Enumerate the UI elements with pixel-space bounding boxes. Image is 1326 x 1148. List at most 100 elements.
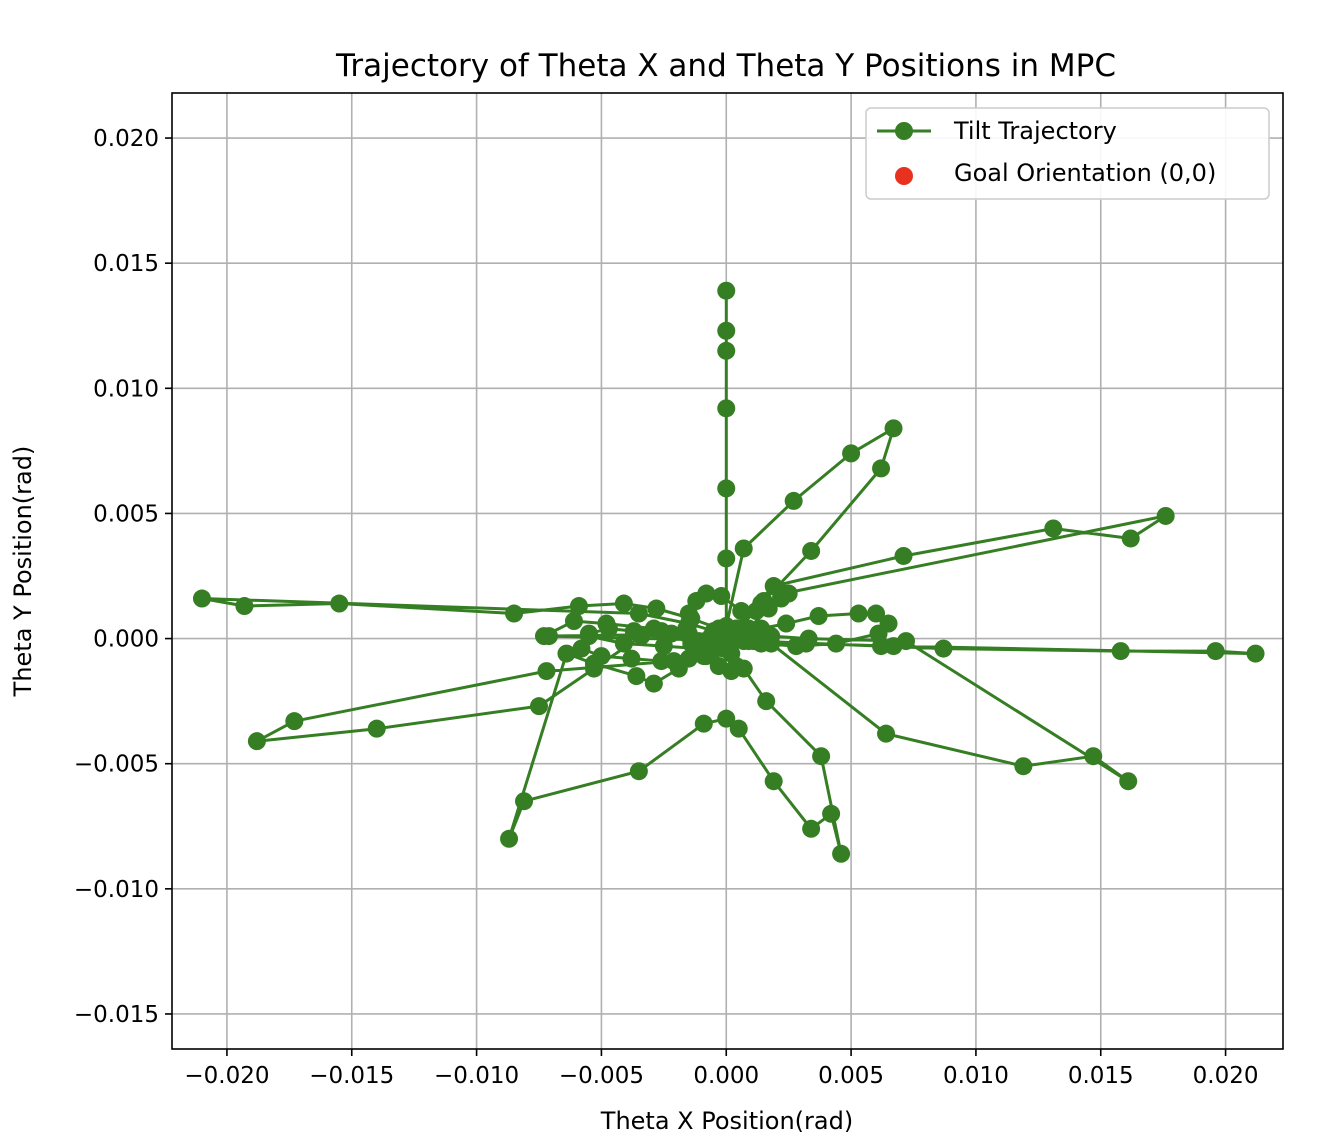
trajectory-point: [629, 762, 648, 781]
legend-box: [865, 107, 1270, 200]
x-tick-label: 0.015: [1068, 1063, 1134, 1089]
trajectory-point: [849, 604, 868, 623]
trajectory-point: [869, 624, 888, 643]
trajectory-point: [752, 634, 771, 653]
trajectory-point: [629, 604, 648, 623]
trajectory-point: [694, 714, 713, 733]
y-tick-label: −0.010: [74, 877, 159, 903]
trajectory-point: [764, 772, 783, 791]
trajectory-point: [530, 697, 549, 716]
x-tick-label: 0.020: [1193, 1063, 1259, 1089]
x-tick-label: −0.010: [434, 1063, 519, 1089]
x-tick-label: 0.000: [693, 1063, 759, 1089]
trajectory-point: [752, 594, 771, 613]
x-axis-label: Theta X Position(rad): [600, 1107, 853, 1135]
trajectory-point: [644, 674, 663, 693]
trajectory-point: [1044, 519, 1063, 538]
trajectory-layer: [192, 281, 1265, 863]
x-tick-label: −0.005: [559, 1063, 644, 1089]
y-tick-label: 0.020: [93, 126, 159, 152]
x-axis-ticks: −0.020 −0.015 −0.010 −0.005 0.000 0.005 0.010 0…: [184, 1049, 1259, 1089]
trajectory-point: [682, 634, 701, 653]
trajectory-point: [732, 602, 751, 621]
y-tick-label: 0.015: [93, 251, 159, 277]
trajectory-point: [592, 647, 611, 666]
y-tick-label: −0.015: [74, 1002, 159, 1028]
trajectory-point: [842, 444, 861, 463]
trajectory-point: [557, 644, 576, 663]
trajectory-point: [712, 587, 731, 606]
trajectory-point: [624, 622, 643, 641]
trajectory-point: [884, 419, 903, 438]
trajectory-point: [1084, 747, 1103, 766]
trajectory-point: [500, 829, 519, 848]
trajectory-point: [694, 647, 713, 666]
chart-title: Trajectory of Theta X and Theta Y Positi…: [335, 48, 1116, 84]
trajectory-point: [729, 719, 748, 738]
trajectory-point: [1121, 529, 1140, 548]
trajectory-point: [679, 604, 698, 623]
trajectory-point: [822, 804, 841, 823]
trajectory-point: [247, 732, 266, 751]
trajectory-point: [572, 639, 591, 658]
trajectory-point: [717, 479, 736, 498]
trajectory-point: [599, 619, 618, 638]
trajectory-point: [717, 281, 736, 300]
trajectory-point: [652, 622, 671, 641]
trajectory-point: [802, 819, 821, 838]
trajectory-point: [777, 614, 796, 633]
trajectory-point: [192, 589, 211, 608]
trajectory-point: [877, 724, 896, 743]
trajectory-point: [569, 597, 588, 616]
y-tick-label: 0.000: [93, 627, 159, 653]
trajectory-point: [702, 627, 721, 646]
trajectory-point: [285, 712, 304, 731]
trajectory-point: [809, 607, 828, 626]
trajectory-point: [752, 619, 771, 638]
y-axis-label: Theta Y Position(rad): [9, 446, 37, 698]
trajectory-point: [832, 844, 851, 863]
trajectory-point: [664, 652, 683, 671]
trajectory-point: [717, 634, 736, 653]
trajectory-point: [1156, 506, 1175, 525]
trajectory-point: [894, 546, 913, 565]
trajectory-point: [827, 634, 846, 653]
plot-frame: [171, 92, 1284, 1050]
trajectory-point: [622, 649, 641, 668]
trajectory-point: [679, 649, 698, 668]
legend-label-tilt-trajectory: Tilt Trajectory: [953, 117, 1117, 145]
trajectory-point: [614, 634, 633, 653]
y-tick-label: −0.005: [74, 752, 159, 778]
legend-marker-goal-orientation: [895, 167, 913, 185]
x-tick-label: 0.010: [943, 1063, 1009, 1089]
trajectory-point: [505, 604, 524, 623]
trajectory-point: [717, 341, 736, 360]
legend-marker-tilt-trajectory: [895, 122, 913, 140]
y-axis-ticks: 0.020 0.015 0.010 0.005 0.000 −0.005 −0.010 −0.…: [74, 126, 172, 1028]
y-tick-label: 0.010: [93, 376, 159, 402]
trajectory-point: [787, 637, 806, 656]
legend: Tilt Trajectory Goal Orientation (0,0): [865, 107, 1270, 200]
trajectory-point: [534, 627, 553, 646]
trajectory-point: [235, 597, 254, 616]
trajectory-point: [734, 539, 753, 558]
trajectory-point: [367, 719, 386, 738]
trajectory-point: [1246, 644, 1265, 663]
trajectory-point: [757, 692, 776, 711]
trajectory-point: [872, 459, 891, 478]
trajectory-point: [652, 652, 671, 671]
x-tick-label: 0.005: [818, 1063, 884, 1089]
trajectory-point: [1119, 772, 1138, 791]
trajectory-point: [1014, 757, 1033, 776]
trajectory-point: [1111, 642, 1130, 661]
trajectory-point: [1206, 642, 1225, 661]
y-tick-label: 0.005: [93, 501, 159, 527]
trajectory-point: [330, 594, 349, 613]
trajectory-point: [802, 541, 821, 560]
trajectory-point: [867, 604, 886, 623]
trajectory-point: [614, 594, 633, 613]
trajectory-point: [784, 491, 803, 510]
trajectory-point: [812, 747, 831, 766]
x-tick-label: −0.015: [309, 1063, 394, 1089]
trajectory-point: [515, 792, 534, 811]
